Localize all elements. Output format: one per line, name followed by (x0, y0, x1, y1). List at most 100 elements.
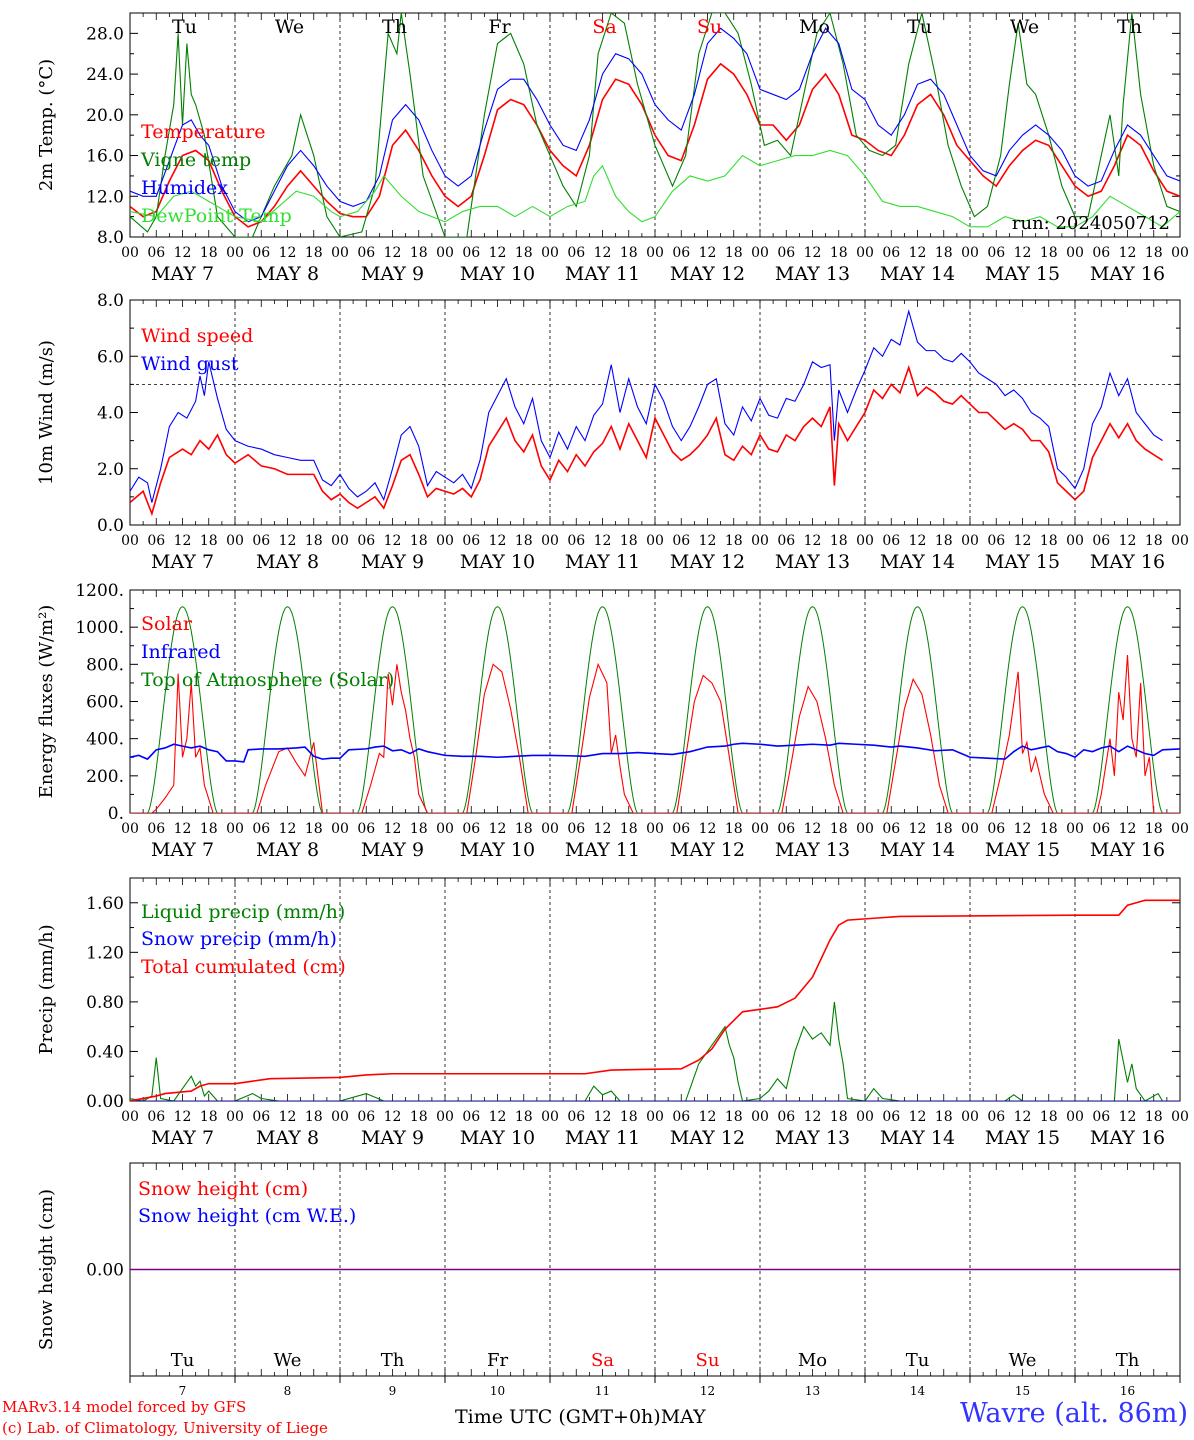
hour-tick-label: 12 (384, 821, 402, 837)
hour-tick-label: 06 (252, 1109, 270, 1125)
legend-entry: Wind speed (141, 325, 253, 347)
hour-tick-label: 00 (856, 1109, 874, 1125)
date-label: MAY 14 (880, 839, 955, 861)
weekday-label: Th (381, 1350, 405, 1371)
hour-tick-label: 18 (935, 245, 953, 261)
date-label: MAY 11 (565, 263, 640, 285)
hour-tick-label: 12 (594, 533, 612, 549)
legend-entry: Snow height (cm W.E.) (138, 1205, 356, 1227)
y-tick-label: 8.0 (97, 291, 124, 311)
date-label: MAY 14 (880, 1127, 955, 1149)
date-label: MAY 7 (151, 263, 214, 285)
day-number-label: 11 (595, 1384, 610, 1398)
hour-tick-label: 06 (252, 245, 270, 261)
hour-tick-label: 00 (1066, 245, 1084, 261)
date-label: MAY 13 (775, 551, 850, 573)
weekday-label: Th (1117, 16, 1142, 38)
hour-tick-label: 06 (147, 533, 165, 549)
hour-tick-label: 00 (331, 821, 349, 837)
series-vigne-temp (130, 13, 1180, 237)
hour-tick-label: 00 (541, 1109, 559, 1125)
hour-tick-label: 12 (489, 1109, 507, 1125)
hour-tick-label: 18 (725, 245, 743, 261)
hour-tick-label: 06 (1092, 533, 1110, 549)
date-label: MAY 11 (565, 839, 640, 861)
day-number-label: 16 (1120, 1384, 1135, 1398)
hour-tick-label: 00 (436, 821, 454, 837)
hour-tick-label: 18 (830, 821, 848, 837)
hour-tick-label: 12 (384, 533, 402, 549)
hour-tick-label: 12 (1119, 245, 1137, 261)
hour-tick-label: 12 (594, 821, 612, 837)
hour-tick-label: 18 (1040, 1109, 1058, 1125)
hour-tick-label: 06 (357, 533, 375, 549)
hour-tick-label: 00 (751, 1109, 769, 1125)
date-label: MAY 7 (151, 551, 214, 573)
series-wind-gust (130, 309, 1163, 503)
date-label: MAY 11 (565, 551, 640, 573)
date-label: MAY 10 (460, 551, 535, 573)
series-humidex (130, 27, 1180, 223)
hour-tick-label: 06 (252, 533, 270, 549)
hour-tick-label: 00 (856, 821, 874, 837)
hour-tick-label: 00 (751, 533, 769, 549)
y-tick-label: 1.60 (86, 894, 124, 914)
hour-tick-label: 12 (174, 245, 192, 261)
hour-tick-label: 06 (987, 821, 1005, 837)
date-label: MAY 8 (256, 1127, 319, 1149)
hour-tick-label: 00 (436, 533, 454, 549)
series-solar (130, 655, 1180, 813)
hour-tick-label: 12 (594, 1109, 612, 1125)
hour-tick-label: 06 (567, 245, 585, 261)
hour-tick-label: 00 (751, 245, 769, 261)
hour-tick-label: 12 (384, 245, 402, 261)
hour-tick-label: 00 (646, 1109, 664, 1125)
hour-tick-label: 00 (1066, 533, 1084, 549)
hour-tick-label: 00 (646, 245, 664, 261)
date-label: MAY 12 (670, 1127, 745, 1149)
hour-tick-label: 18 (1040, 245, 1058, 261)
date-label: MAY 8 (256, 263, 319, 285)
hour-tick-label: 18 (1145, 1109, 1163, 1125)
hour-tick-label: 00 (436, 1109, 454, 1125)
hour-tick-label: 18 (305, 821, 323, 837)
weekday-label: We (1009, 1350, 1037, 1371)
hour-tick-label: 00 (331, 1109, 349, 1125)
hour-tick-label: 00 (1171, 1109, 1189, 1125)
day-number-label: 8 (284, 1384, 292, 1398)
hour-tick-label: 06 (357, 1109, 375, 1125)
hour-tick-label: 06 (987, 1109, 1005, 1125)
hour-tick-label: 00 (226, 1109, 244, 1125)
date-label: MAY 15 (985, 839, 1060, 861)
date-label: MAY 16 (1090, 1127, 1165, 1149)
weekday-label: Sa (591, 1350, 614, 1371)
hour-tick-label: 18 (830, 245, 848, 261)
legend-entry: Top of Atmosphere (Solar) (141, 669, 394, 691)
hour-tick-label: 18 (515, 245, 533, 261)
weekday-label: We (275, 16, 304, 38)
hour-tick-label: 18 (620, 533, 638, 549)
hour-tick-label: 18 (620, 1109, 638, 1125)
y-tick-label: 24.0 (86, 65, 124, 85)
weekday-label: Fr (488, 16, 511, 38)
date-label: MAY 7 (151, 1127, 214, 1149)
hour-tick-label: 18 (725, 1109, 743, 1125)
hour-tick-label: 06 (777, 533, 795, 549)
day-number-label: 7 (179, 1384, 187, 1398)
hour-tick-label: 18 (1040, 533, 1058, 549)
y-tick-label: 1.20 (86, 943, 124, 963)
hour-tick-label: 12 (1014, 245, 1032, 261)
hour-tick-label: 06 (672, 821, 690, 837)
hour-tick-label: 12 (804, 1109, 822, 1125)
hour-tick-label: 18 (935, 533, 953, 549)
hour-tick-label: 18 (515, 1109, 533, 1125)
y-tick-label: 0.0 (97, 516, 124, 536)
y-tick-label: 800. (86, 655, 124, 675)
model-credit: MARv3.14 model forced by GFS (2, 1398, 247, 1416)
series-dewpoint-temp (130, 149, 1180, 228)
panel-snow: 0.00 Snow height (cm) Snow height (cm) Snow… (36, 1162, 1181, 1398)
y-axis-label: Energy fluxes (W/m²) (36, 605, 57, 799)
date-label: MAY 13 (775, 839, 850, 861)
hour-tick-label: 06 (462, 245, 480, 261)
hour-tick-label: 06 (1092, 1109, 1110, 1125)
